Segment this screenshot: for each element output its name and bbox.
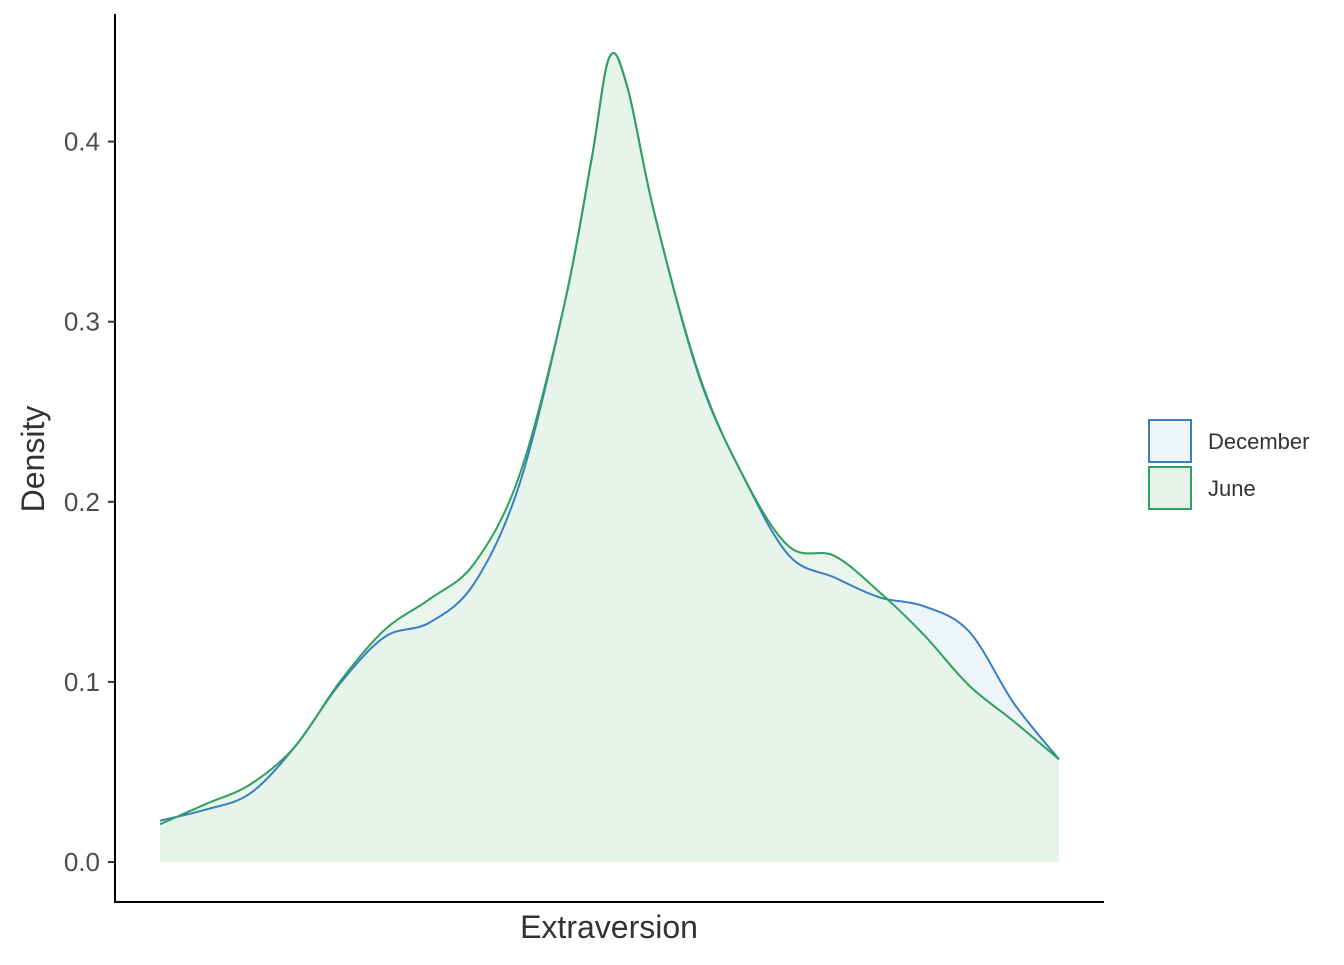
x-axis-title: Extraversion	[520, 909, 698, 945]
density-area-june	[160, 52, 1059, 862]
y-axis-title: Density	[15, 406, 51, 513]
legend: December June	[1148, 419, 1309, 510]
y-ticks: 0.0 0.1 0.2 0.3 0.4	[64, 127, 115, 877]
axes	[114, 14, 1104, 903]
y-tick-label: 0.3	[64, 307, 100, 337]
density-line-june	[159, 52, 1060, 826]
legend-key-december	[1148, 419, 1192, 463]
legend-label-december: December	[1208, 429, 1309, 454]
density-lines	[159, 52, 1060, 826]
y-tick-label: 0.4	[64, 127, 100, 157]
legend-label-june: June	[1208, 476, 1256, 501]
y-tick-label: 0.0	[64, 847, 100, 877]
legend-key-june	[1148, 466, 1192, 510]
y-tick-label: 0.1	[64, 667, 100, 697]
density-areas	[160, 52, 1059, 862]
y-tick-label: 0.2	[64, 487, 100, 517]
